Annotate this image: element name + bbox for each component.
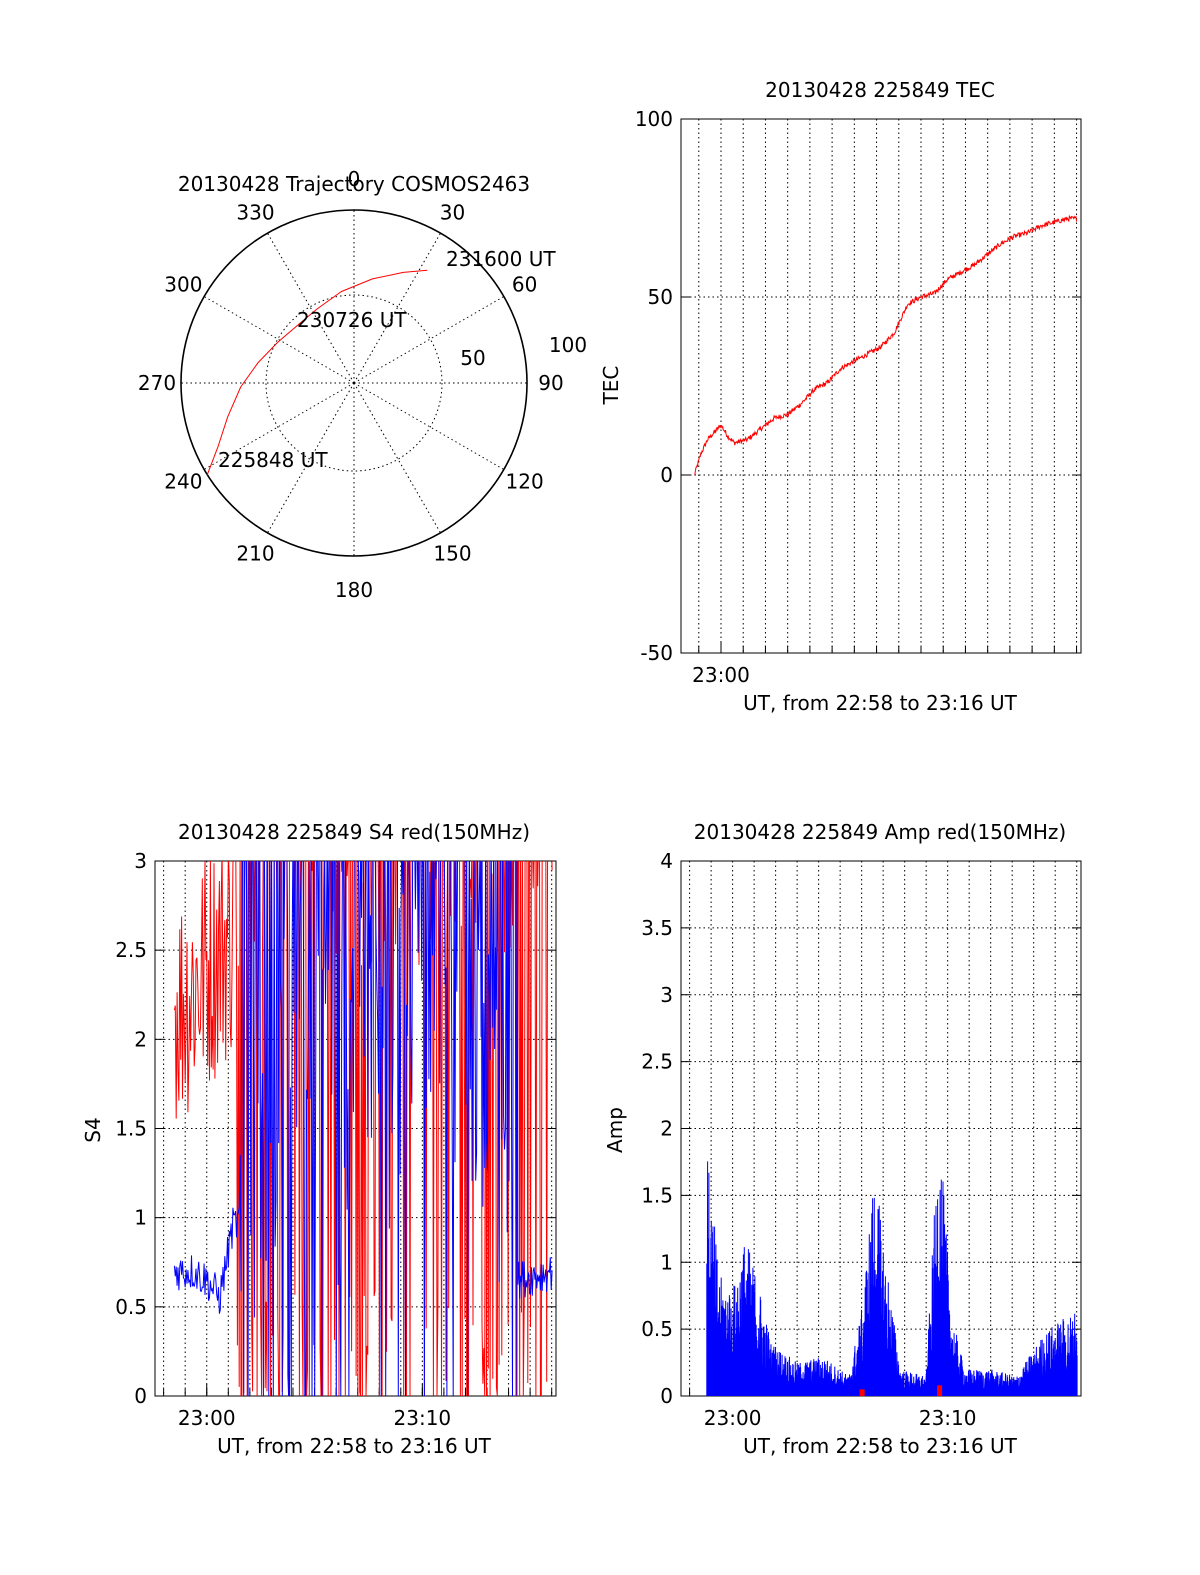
trajectory-point-label: 230726 UT bbox=[297, 308, 407, 332]
y-tick-label: 0 bbox=[660, 1384, 673, 1408]
polar-angle-label: 60 bbox=[512, 273, 537, 297]
y-tick-label: 2.5 bbox=[641, 1050, 673, 1074]
polar-angle-label: 210 bbox=[236, 542, 274, 566]
polar-spoke bbox=[353, 382, 505, 470]
polar-angle-label: 0 bbox=[348, 167, 361, 191]
y-tick-label: 3.5 bbox=[641, 916, 673, 940]
polar-angle-label: 150 bbox=[433, 542, 471, 566]
y-tick-label: 0 bbox=[134, 1384, 147, 1408]
polar-spoke bbox=[203, 296, 355, 384]
polar-angle-label: 30 bbox=[440, 200, 465, 224]
s4-title: 20130428 225849 S4 red(150MHz) bbox=[178, 820, 530, 844]
polar-spoke bbox=[267, 382, 355, 534]
polar-angle-label: 180 bbox=[335, 578, 373, 602]
y-tick-label: 50 bbox=[648, 285, 673, 309]
y-tick-label: 100 bbox=[635, 107, 673, 131]
plot-frame bbox=[680, 118, 1082, 654]
amp-xlabel: UT, from 22:58 to 23:16 UT bbox=[743, 1434, 1018, 1458]
y-tick-label: 4 bbox=[660, 849, 673, 873]
tec-series-line bbox=[694, 214, 1078, 475]
polar-radial-label: 100 bbox=[549, 333, 587, 357]
x-tick-label: 23:00 bbox=[178, 1406, 236, 1430]
polar-angle-label: 240 bbox=[164, 470, 202, 494]
polar-radial-label: 50 bbox=[460, 346, 485, 370]
s4-panel: 20130428 225849 S4 red(150MHz) UT, from … bbox=[81, 820, 557, 1458]
amp-title: 20130428 225849 Amp red(150MHz) bbox=[694, 820, 1066, 844]
y-tick-label: 2 bbox=[660, 1117, 673, 1141]
y-tick-label: -50 bbox=[640, 641, 673, 665]
amp-ylabel: Amp bbox=[603, 1107, 627, 1153]
polar-spoke bbox=[353, 382, 441, 534]
y-tick-label: 1 bbox=[134, 1206, 147, 1230]
polar-angle-label: 330 bbox=[236, 200, 274, 224]
trajectory-line bbox=[206, 269, 428, 475]
trajectory-point-label: 225848 UT bbox=[218, 448, 328, 472]
trajectory-panel: 20130428 Trajectory COSMOS2463 0 30 60 90 12… bbox=[138, 167, 587, 602]
x-tick-label: 23:10 bbox=[919, 1406, 977, 1430]
y-tick-label: 1.5 bbox=[641, 1183, 673, 1207]
s4-ylabel: S4 bbox=[81, 1117, 105, 1142]
y-tick-label: 3 bbox=[660, 983, 673, 1007]
amp-blue-series bbox=[706, 1161, 1078, 1396]
y-tick-label: 0 bbox=[660, 463, 673, 487]
s4-xlabel: UT, from 22:58 to 23:16 UT bbox=[217, 1434, 492, 1458]
y-tick-label: 3 bbox=[134, 849, 147, 873]
polar-spoke bbox=[353, 232, 441, 384]
polar-outer-ring bbox=[180, 209, 528, 557]
amp-panel: 20130428 225849 Amp red(150MHz) UT, from… bbox=[603, 820, 1082, 1458]
polar-inner-ring bbox=[265, 294, 443, 472]
y-tick-label: 2.5 bbox=[115, 938, 147, 962]
trajectory-point-label: 231600 UT bbox=[446, 247, 556, 271]
polar-spoke bbox=[267, 232, 355, 384]
polar-angle-label: 270 bbox=[138, 371, 176, 395]
s4-blue-series bbox=[173, 861, 553, 1396]
y-tick-label: 0.5 bbox=[641, 1317, 673, 1341]
y-tick-label: 2 bbox=[134, 1027, 147, 1051]
polar-angle-label: 300 bbox=[164, 273, 202, 297]
polar-angle-label: 90 bbox=[538, 371, 563, 395]
polar-spoke bbox=[203, 382, 355, 470]
tec-panel: 20130428 225849 TEC UT, from 22:58 to 23… bbox=[599, 78, 1082, 715]
x-tick-label: 23:10 bbox=[394, 1406, 452, 1430]
polar-angle-label: 120 bbox=[506, 470, 544, 494]
tec-title: 20130428 225849 TEC bbox=[765, 78, 995, 102]
y-tick-label: 1.5 bbox=[115, 1117, 147, 1141]
y-tick-label: 0.5 bbox=[115, 1295, 147, 1319]
x-tick-label: 23:00 bbox=[704, 1406, 762, 1430]
y-tick-label: 1 bbox=[660, 1250, 673, 1274]
polar-spoke bbox=[353, 296, 505, 384]
tec-ylabel: TEC bbox=[599, 366, 623, 406]
tec-xlabel: UT, from 22:58 to 23:16 UT bbox=[743, 691, 1018, 715]
amp-red-mark bbox=[937, 1385, 943, 1396]
amp-red-mark bbox=[859, 1389, 865, 1396]
x-tick-label: 23:00 bbox=[692, 663, 750, 687]
trajectory-title: 20130428 Trajectory COSMOS2463 bbox=[178, 172, 530, 196]
